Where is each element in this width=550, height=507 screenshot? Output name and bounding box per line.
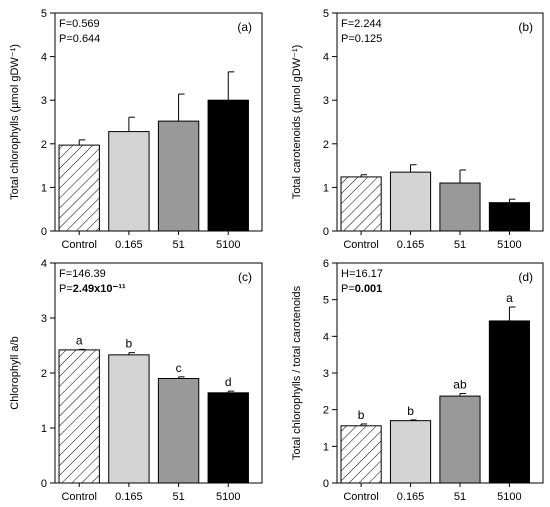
bar — [340, 425, 382, 484]
y-tick-label: 4 — [323, 52, 329, 64]
x-tick-label: 5100 — [497, 491, 521, 503]
chart-panel-1: 0 1 2 3 4 5 Total chlorophylls (µmol gDW⁻¹) Con… — [9, 8, 263, 251]
y-axis-label: Total carotenoids (µmol gDW⁻¹) — [291, 45, 303, 200]
stat-test: F=146.39 — [59, 268, 106, 280]
y-tick-label: 0 — [323, 478, 329, 490]
chart-panel-4: 0 1 2 3 4 5 6 Total chlorophylls / total carote… — [291, 258, 544, 503]
stat-p-value: P=0.644 — [59, 33, 100, 45]
p-value: 0.125 — [355, 33, 383, 45]
y-axis-label: Total chlorophylls (µmol gDW⁻¹) — [9, 44, 21, 200]
x-tick-label: 51 — [172, 239, 184, 251]
bar — [488, 202, 531, 232]
bar — [157, 378, 200, 484]
y-tick-label: 5 — [323, 8, 329, 20]
significance-letter: b — [126, 337, 133, 351]
x-tick-label: Control — [343, 491, 378, 503]
x-tick-label: 51 — [454, 491, 466, 503]
y-tick-label: 1 — [41, 182, 47, 194]
y-tick-label: 5 — [323, 295, 329, 307]
stat-test: F=2.244 — [341, 18, 382, 30]
y-tick-label: 1 — [41, 423, 47, 435]
x-tick-label: 5100 — [497, 239, 521, 251]
bar — [439, 182, 481, 232]
significance-letter: a — [76, 333, 83, 347]
y-tick-label: 2 — [41, 139, 47, 151]
bar — [207, 392, 249, 484]
y-tick-label: 2 — [41, 368, 47, 380]
y-tick-label: 1 — [323, 441, 329, 453]
significance-letter: c — [176, 361, 182, 375]
x-tick-label: 51 — [454, 239, 466, 251]
x-tick-label: 0.165 — [115, 239, 143, 251]
y-tick-label: 4 — [323, 331, 329, 343]
y-axis-label: Total chlorophylls / total carotenoids — [291, 285, 303, 460]
bar — [389, 171, 432, 232]
y-tick-label: 0 — [41, 478, 47, 490]
p-prefix: P= — [341, 283, 355, 295]
p-prefix: P= — [59, 283, 73, 295]
chart-panel-3: 0 1 2 3 4 Chlorophyll a/b Control a 0.165 b 51 c 510… — [9, 258, 263, 503]
x-tick-label: 0.165 — [397, 239, 425, 251]
x-tick-label: 5100 — [216, 239, 240, 251]
x-tick-label: 5100 — [216, 491, 240, 503]
stat-test: F=0.569 — [59, 18, 100, 30]
y-tick-label: 6 — [323, 258, 329, 270]
significance-letter: b — [407, 404, 414, 418]
y-tick-label: 4 — [41, 52, 47, 64]
p-prefix: P= — [341, 33, 355, 45]
y-tick-label: 2 — [323, 405, 329, 417]
stat-p-value: P=0.125 — [341, 33, 382, 45]
bar — [108, 354, 150, 484]
y-tick-label: 3 — [323, 95, 329, 107]
panel-label: (c) — [238, 270, 252, 284]
bar — [389, 420, 432, 484]
p-value: 2.49x10⁻¹¹ — [73, 283, 126, 295]
bar — [58, 144, 100, 232]
bar — [58, 349, 100, 484]
y-tick-label: 1 — [323, 182, 329, 194]
y-tick-label: 3 — [323, 368, 329, 380]
bar — [207, 99, 249, 232]
p-prefix: P= — [59, 33, 73, 45]
x-tick-label: 51 — [172, 491, 184, 503]
stat-p-value: P=2.49x10⁻¹¹ — [59, 283, 126, 295]
x-tick-label: 0.165 — [397, 491, 425, 503]
x-tick-label: Control — [343, 239, 378, 251]
y-tick-label: 0 — [41, 226, 47, 238]
x-tick-label: 0.165 — [115, 491, 143, 503]
y-tick-label: 5 — [41, 8, 47, 20]
bar — [439, 395, 481, 484]
p-value: 0.001 — [355, 283, 383, 295]
bar — [488, 320, 531, 484]
y-tick-label: 3 — [41, 95, 47, 107]
chart-panel-2: 0 1 2 3 4 5 Total carotenoids (µmol gDW⁻¹) Cont… — [291, 8, 544, 251]
stat-test: H=16.17 — [341, 268, 383, 280]
significance-letter: b — [358, 408, 365, 422]
panel-label: (d) — [518, 270, 533, 284]
significance-letter: d — [225, 375, 232, 389]
y-tick-label: 3 — [41, 313, 47, 325]
y-axis-label: Chlorophyll a/b — [9, 336, 21, 409]
panel-label: (b) — [518, 20, 533, 34]
x-tick-label: Control — [61, 491, 96, 503]
y-tick-label: 2 — [323, 139, 329, 151]
stat-p-value: P=0.001 — [341, 283, 382, 295]
panel-label: (a) — [237, 20, 252, 34]
significance-letter: ab — [453, 378, 467, 392]
significance-letter: a — [506, 291, 513, 305]
bar — [108, 131, 150, 232]
bar — [340, 176, 382, 232]
x-tick-label: Control — [61, 239, 96, 251]
y-tick-label: 0 — [323, 226, 329, 238]
y-tick-label: 4 — [41, 258, 47, 270]
bar — [157, 120, 200, 232]
p-value: 0.644 — [73, 33, 101, 45]
